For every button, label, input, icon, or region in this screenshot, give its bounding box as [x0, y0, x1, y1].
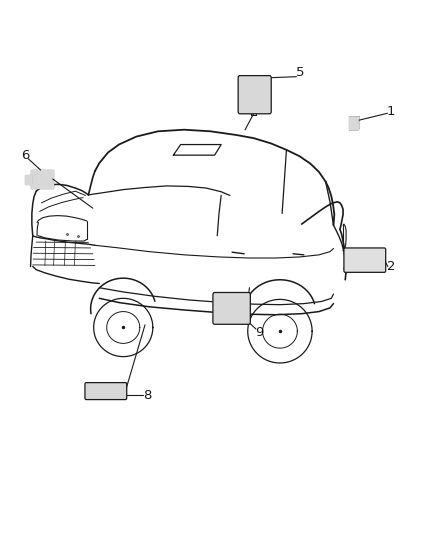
- FancyBboxPatch shape: [238, 76, 271, 114]
- Text: 5: 5: [296, 67, 304, 79]
- Polygon shape: [350, 117, 359, 130]
- FancyBboxPatch shape: [85, 383, 127, 400]
- Text: 2: 2: [387, 260, 395, 273]
- FancyBboxPatch shape: [344, 248, 386, 272]
- Polygon shape: [25, 175, 31, 184]
- FancyBboxPatch shape: [213, 293, 251, 324]
- Polygon shape: [31, 170, 53, 188]
- Text: 9: 9: [255, 326, 263, 340]
- Text: 1: 1: [387, 105, 395, 118]
- Text: 8: 8: [143, 389, 152, 402]
- Text: 6: 6: [21, 149, 29, 161]
